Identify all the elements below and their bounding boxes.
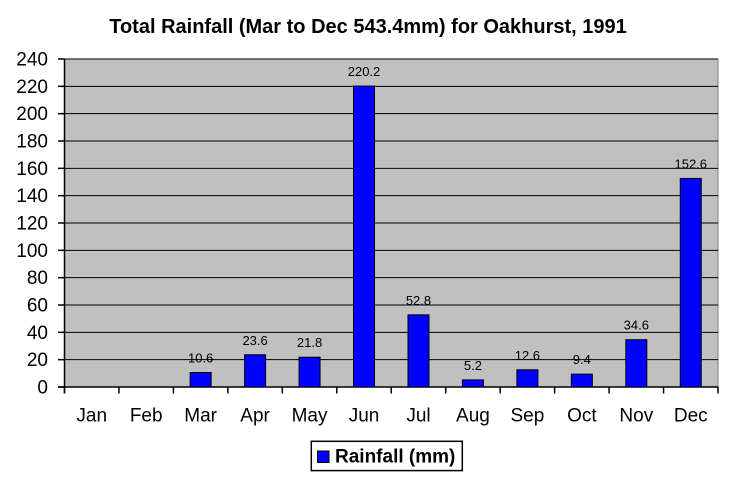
- svg-text:23.6: 23.6: [242, 333, 267, 348]
- svg-text:220.2: 220.2: [348, 64, 381, 79]
- svg-text:Sep: Sep: [510, 406, 544, 427]
- svg-text:Rainfall (mm): Rainfall (mm): [335, 446, 455, 467]
- svg-text:40: 40: [27, 323, 48, 344]
- svg-text:200: 200: [16, 104, 48, 125]
- svg-text:Nov: Nov: [619, 406, 653, 427]
- svg-text:140: 140: [16, 186, 48, 207]
- svg-text:Aug: Aug: [456, 406, 490, 427]
- svg-text:240: 240: [16, 50, 48, 71]
- svg-text:9.4: 9.4: [573, 352, 591, 367]
- svg-text:Jan: Jan: [76, 406, 107, 427]
- svg-text:May: May: [292, 406, 328, 427]
- svg-text:120: 120: [16, 214, 48, 235]
- svg-text:Apr: Apr: [240, 406, 270, 427]
- svg-text:34.6: 34.6: [624, 318, 649, 333]
- svg-text:180: 180: [16, 132, 48, 153]
- svg-text:Mar: Mar: [184, 406, 217, 427]
- svg-text:Oct: Oct: [567, 406, 597, 427]
- svg-text:20: 20: [27, 350, 48, 371]
- svg-text:220: 220: [16, 77, 48, 98]
- svg-text:21.8: 21.8: [297, 335, 322, 350]
- svg-text:10.6: 10.6: [188, 351, 213, 366]
- svg-text:Jun: Jun: [349, 406, 380, 427]
- svg-text:100: 100: [16, 241, 48, 262]
- svg-text:12.6: 12.6: [515, 348, 540, 363]
- svg-text:152.6: 152.6: [674, 156, 707, 171]
- svg-text:Total Rainfall (Mar to Dec 543: Total Rainfall (Mar to Dec 543.4mm) for …: [109, 16, 627, 38]
- svg-text:5.2: 5.2: [464, 358, 482, 373]
- svg-text:52.8: 52.8: [406, 293, 431, 308]
- svg-text:0: 0: [37, 378, 48, 399]
- svg-text:Feb: Feb: [130, 406, 163, 427]
- svg-text:Jul: Jul: [406, 406, 430, 427]
- svg-text:Dec: Dec: [674, 406, 708, 427]
- svg-text:160: 160: [16, 159, 48, 180]
- svg-text:80: 80: [27, 268, 48, 289]
- svg-text:60: 60: [27, 296, 48, 317]
